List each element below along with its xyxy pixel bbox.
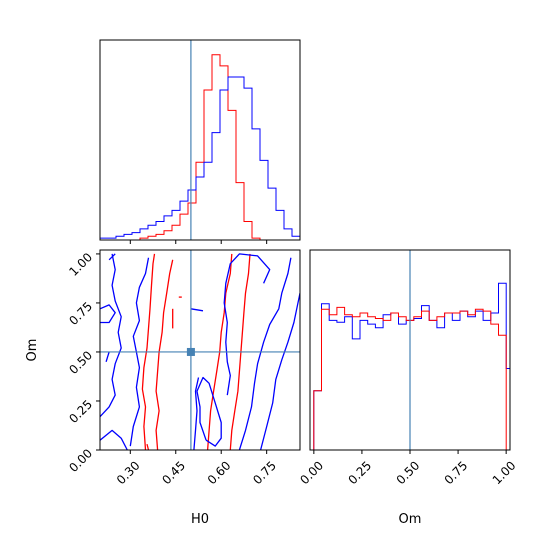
contour-blue-line xyxy=(105,351,110,362)
hist-H0-frame xyxy=(99,39,301,241)
hist-Om-panel xyxy=(309,249,511,454)
contour-blue-line xyxy=(100,429,128,450)
contour-blue-line xyxy=(259,292,300,450)
contour-blue-line xyxy=(196,376,222,447)
x-axis-label-H0: H0 xyxy=(191,512,209,527)
hist-H0-blue-series xyxy=(99,76,301,240)
contour-H0-Om-frame xyxy=(99,249,301,451)
contour-blue-line xyxy=(100,253,122,418)
contour-blue-line xyxy=(190,308,204,312)
x-axis-label-Om: Om xyxy=(399,512,422,527)
contour-blue-line xyxy=(193,377,200,450)
contour-red-line xyxy=(141,253,156,450)
contour-red-line xyxy=(146,443,150,450)
hist-H0-panel xyxy=(99,39,301,244)
hist-H0-red-series xyxy=(100,54,300,241)
contour-blue-line xyxy=(223,253,271,396)
contour-blue-line xyxy=(238,257,292,450)
contour-blue-line xyxy=(108,253,116,261)
contour-blue-line xyxy=(100,304,116,324)
y-axis-label-Om: Om xyxy=(25,339,40,362)
contour-blue-line xyxy=(129,257,150,447)
truth-marker xyxy=(186,347,195,356)
